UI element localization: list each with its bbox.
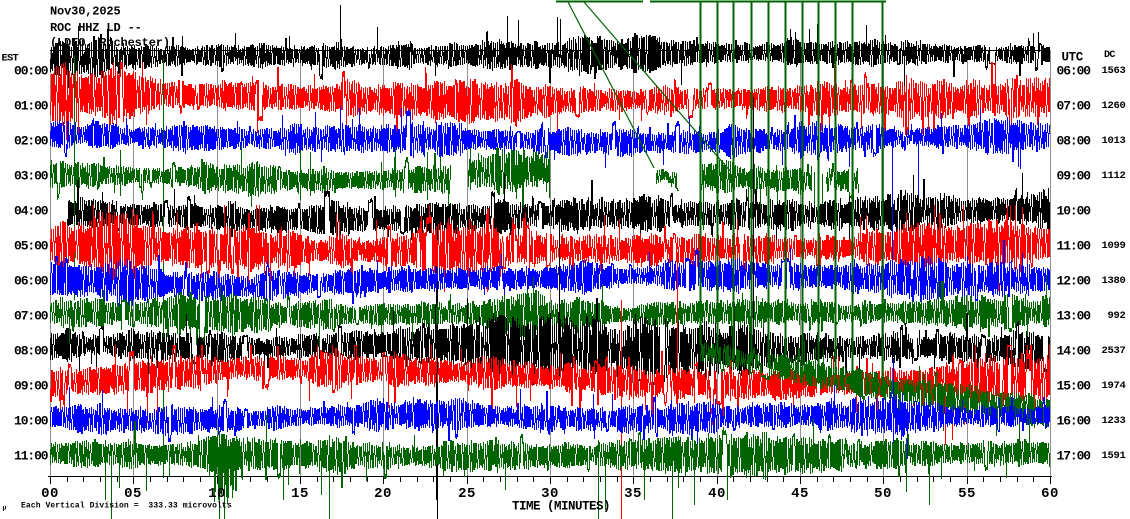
svg-text:17:00: 17:00 [1057,449,1092,464]
svg-text:00:00: 00:00 [14,64,49,79]
svg-text:14:00: 14:00 [1057,344,1092,359]
svg-text:09:00: 09:00 [1057,169,1092,184]
svg-text:35: 35 [624,486,642,502]
svg-text:30: 30 [541,486,559,502]
svg-text:15: 15 [291,486,309,502]
svg-text:15:00: 15:00 [1057,379,1092,394]
svg-text:07:00: 07:00 [14,309,49,324]
svg-text:13:00: 13:00 [1057,309,1092,324]
svg-text:06:00: 06:00 [1057,64,1092,79]
svg-text:EST: EST [2,53,19,65]
svg-text:(LDEO, Rochester): (LDEO, Rochester) [50,36,170,50]
svg-text:1260: 1260 [1101,100,1125,112]
svg-text:12:00: 12:00 [1057,274,1092,289]
svg-text:ROC HHZ LD --: ROC HHZ LD -- [50,21,142,35]
svg-text:07:00: 07:00 [1057,99,1092,114]
svg-text:1591: 1591 [1101,450,1125,462]
svg-text:06:00: 06:00 [14,274,49,289]
svg-text:Nov30,2025: Nov30,2025 [50,5,121,19]
svg-text:1112: 1112 [1101,170,1125,182]
svg-text:08:00: 08:00 [1057,134,1092,149]
svg-text:20: 20 [374,486,392,502]
svg-text:05: 05 [124,486,142,502]
svg-text:DC: DC [1104,50,1115,61]
svg-text:01:00: 01:00 [14,99,49,114]
svg-text:10:00: 10:00 [14,414,49,429]
svg-text:25: 25 [458,486,476,502]
svg-text:1563: 1563 [1101,65,1125,77]
svg-text:55: 55 [958,486,976,502]
svg-text:11:00: 11:00 [1057,239,1092,254]
svg-text:1233: 1233 [1101,415,1125,427]
svg-text:UTC: UTC [1062,51,1084,65]
svg-text:00: 00 [41,486,59,502]
svg-text:04:00: 04:00 [14,204,49,219]
svg-text:1380: 1380 [1101,275,1125,287]
svg-text:08:00: 08:00 [14,344,49,359]
svg-text:40: 40 [708,486,726,502]
svg-text:16:00: 16:00 [1057,414,1092,429]
svg-text:60: 60 [1041,486,1059,502]
svg-text:1013: 1013 [1101,135,1125,147]
svg-text:10:00: 10:00 [1057,204,1092,219]
svg-text:992: 992 [1107,310,1125,322]
svg-text:03:00: 03:00 [14,169,49,184]
svg-text:Each Vertical Division = 333.: Each Vertical Division = 333.33 microvol… [21,502,232,511]
svg-text:1974: 1974 [1101,380,1125,392]
svg-text:50: 50 [874,486,892,502]
svg-text:2537: 2537 [1101,345,1125,357]
svg-text:10: 10 [208,486,226,502]
svg-text:11:00: 11:00 [14,449,49,464]
svg-text:02:00: 02:00 [14,134,49,149]
svg-text:05:00: 05:00 [14,239,49,254]
svg-text:μ: μ [3,505,7,512]
svg-text:09:00: 09:00 [14,379,49,394]
svg-text:1099: 1099 [1101,240,1125,252]
svg-text:TIME (MINUTES): TIME (MINUTES) [512,500,610,514]
svg-text:45: 45 [791,486,809,502]
